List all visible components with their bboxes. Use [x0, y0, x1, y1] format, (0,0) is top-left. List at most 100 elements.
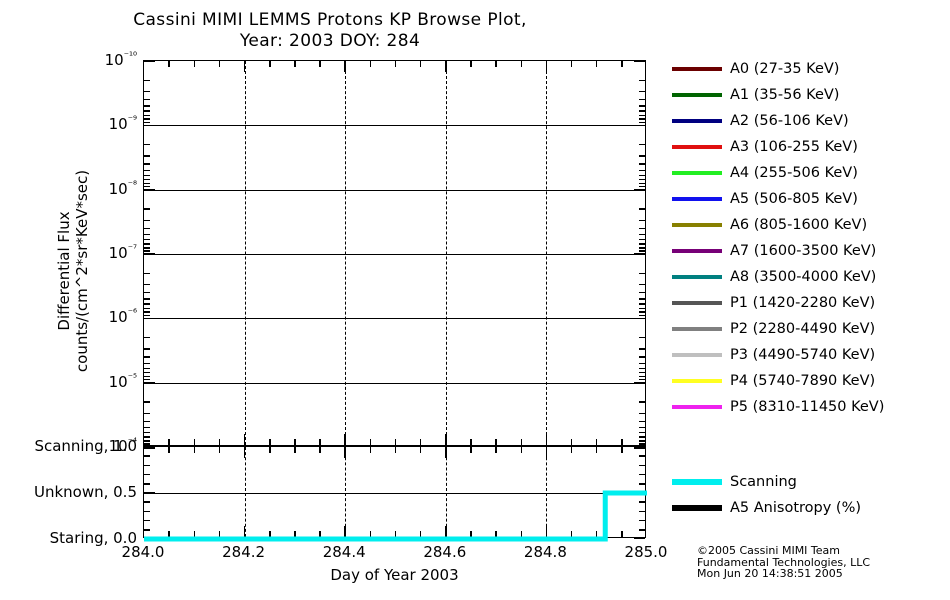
legend-color-swatch — [672, 301, 722, 305]
y-axis-minor-tick — [144, 227, 150, 230]
state-legend-color-swatch — [672, 479, 722, 485]
x-axis-minor-tick — [168, 61, 170, 67]
y-axis-major-tick — [634, 188, 645, 191]
legend-label: P4 (5740-7890 KeV) — [730, 373, 876, 389]
y-axis-minor-tick — [144, 436, 150, 438]
x-axis-minor-tick — [419, 531, 422, 537]
state-minor-tick — [144, 510, 150, 513]
y-axis-minor-tick — [639, 238, 645, 241]
legend-item[interactable]: P2 (2280-4490 KeV) — [672, 316, 875, 342]
y-axis-minor-tick — [144, 283, 150, 286]
legend-item[interactable]: A8 (3500-4000 KeV) — [672, 264, 876, 290]
x-axis-major-tick — [243, 526, 246, 537]
y-axis-minor-tick — [639, 443, 645, 445]
y-axis-minor-tick — [639, 375, 645, 378]
y-axis-major-tick — [144, 381, 155, 384]
x-axis-minor-tick — [369, 61, 372, 67]
legend-label: A3 (106-255 KeV) — [730, 139, 858, 155]
y-axis-tick-label: 10⁻⁵ — [108, 372, 137, 391]
y-axis-minor-tick — [144, 412, 150, 415]
state-legend-item[interactable]: A5 Anisotropy (%) — [672, 495, 861, 521]
y-axis-minor-tick — [639, 283, 645, 286]
y-axis-minor-tick — [639, 98, 645, 101]
vertical-gridline — [244, 61, 246, 445]
x-axis-minor-tick — [419, 447, 422, 453]
y-axis-minor-tick — [144, 362, 150, 365]
y-axis-minor-tick — [144, 291, 150, 294]
y-axis-minor-tick — [639, 90, 645, 93]
y-axis-minor-tick — [639, 233, 645, 236]
legend-item[interactable]: A0 (27-35 KeV) — [672, 56, 839, 82]
vertical-gridline — [546, 447, 548, 537]
legend-item[interactable]: P5 (8310-11450 KeV) — [672, 394, 884, 420]
y-axis-minor-tick — [639, 272, 645, 275]
legend-item[interactable]: P3 (4490-5740 KeV) — [672, 342, 875, 368]
legend-label: P3 (4490-5740 KeV) — [730, 347, 876, 363]
y-axis-minor-tick — [639, 307, 645, 310]
y-axis-minor-tick — [144, 105, 150, 107]
x-axis-minor-tick — [595, 531, 598, 537]
y-axis-minor-tick — [639, 163, 645, 165]
legend-color-swatch — [672, 327, 722, 331]
y-axis-minor-tick — [639, 247, 645, 249]
x-axis-minor-tick — [470, 531, 472, 537]
y-axis-major-tick — [144, 124, 155, 127]
state-legend-color-swatch — [672, 505, 722, 511]
x-axis-minor-tick — [595, 439, 598, 445]
state-major-tick — [634, 447, 645, 449]
legend-item[interactable]: A7 (1600-3500 KeV) — [672, 238, 876, 264]
legend-item[interactable]: A3 (106-255 KeV) — [672, 134, 858, 160]
legend-item[interactable]: P4 (5740-7890 KeV) — [672, 368, 875, 394]
x-axis-major-tick — [445, 526, 447, 537]
legend-color-swatch — [672, 275, 722, 279]
y-axis-minor-tick — [144, 208, 150, 210]
x-axis-minor-tick — [218, 61, 221, 67]
x-axis-major-tick — [445, 434, 447, 445]
legend-item[interactable]: A4 (255-506 KeV) — [672, 160, 858, 186]
x-axis-minor-tick — [495, 61, 497, 67]
x-axis-minor-tick — [319, 531, 321, 537]
state-minor-tick — [144, 501, 150, 503]
x-axis-minor-tick — [294, 447, 296, 453]
legend-item[interactable]: A6 (805-1600 KeV) — [672, 212, 867, 238]
legend-item[interactable]: A1 (35-56 KeV) — [672, 82, 839, 108]
legend-item[interactable]: A2 (56-106 KeV) — [672, 108, 849, 134]
y-axis-minor-tick — [144, 169, 150, 172]
y-axis-tick-label: 10⁻⁶ — [108, 308, 137, 327]
state-minor-tick — [144, 455, 150, 457]
x-axis-tick-label: 285.0 — [624, 543, 668, 561]
y-axis-minor-tick — [144, 90, 150, 93]
x-axis-minor-tick — [621, 531, 623, 537]
y-axis-minor-tick — [639, 303, 645, 305]
y-axis-minor-tick — [639, 431, 645, 434]
legend-item[interactable]: P1 (1420-2280 KeV) — [672, 290, 875, 316]
x-axis-minor-tick — [168, 531, 170, 537]
x-axis-major-tick — [445, 447, 447, 458]
state-gridline — [144, 493, 645, 494]
x-axis-minor-tick — [168, 439, 170, 445]
x-axis-major-tick — [545, 61, 548, 72]
y-axis-minor-tick — [144, 348, 150, 350]
x-axis-minor-tick — [394, 531, 397, 537]
state-minor-tick — [639, 529, 645, 531]
x-axis-minor-tick — [294, 61, 296, 67]
y-axis-minor-tick — [144, 143, 150, 146]
x-axis-minor-tick — [495, 447, 497, 453]
y-axis-minor-tick — [144, 420, 150, 423]
legend-item[interactable]: A5 (506-805 KeV) — [672, 186, 858, 212]
x-axis-minor-tick — [193, 439, 196, 445]
legend-label: A7 (1600-3500 KeV) — [730, 243, 877, 259]
scan-state-panel — [143, 446, 646, 538]
state-tick-label: Scanning, 1.0 — [34, 437, 137, 455]
x-axis-minor-tick — [495, 439, 497, 445]
state-legend-item[interactable]: Scanning — [672, 469, 797, 495]
x-axis-minor-tick — [319, 447, 321, 453]
y-axis-minor-tick — [639, 420, 645, 423]
state-minor-tick — [639, 501, 645, 503]
state-tick-label: Unknown, 0.5 — [33, 483, 137, 501]
x-axis-major-tick — [344, 447, 346, 458]
y-axis-minor-tick — [144, 401, 150, 403]
x-axis-tick-label: 284.0 — [121, 543, 165, 561]
y-axis-minor-tick — [639, 311, 645, 313]
